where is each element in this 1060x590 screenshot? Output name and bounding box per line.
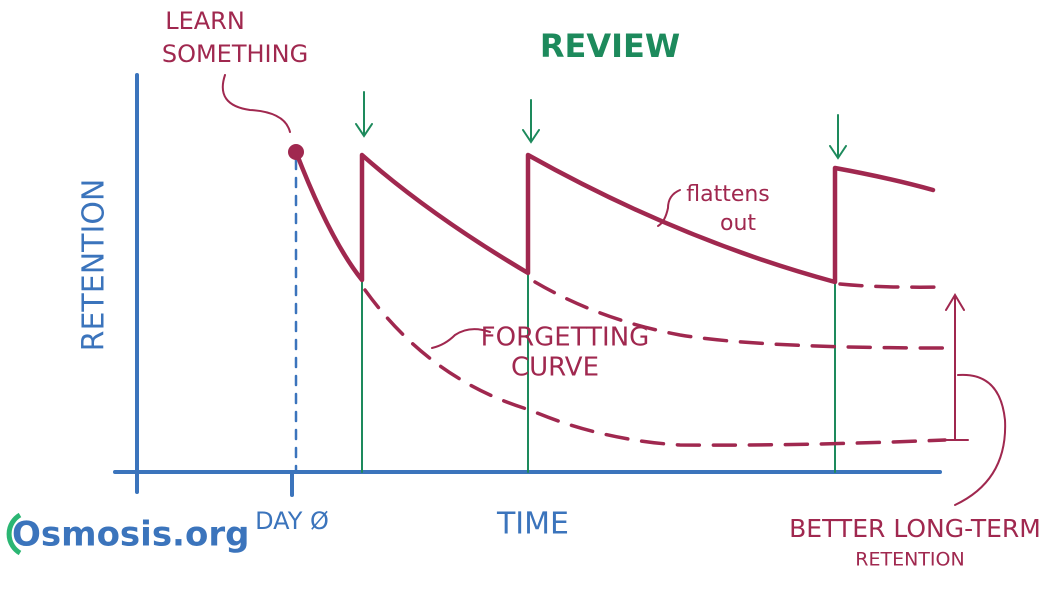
forgetting-label: FORGETTING	[481, 323, 650, 353]
learn-label: LEARN	[165, 7, 245, 35]
origin-label: DAY Ø	[255, 507, 329, 535]
learn-label: SOMETHING	[162, 40, 308, 68]
review-label: REVIEW	[540, 27, 680, 65]
flattens-label: out	[720, 211, 756, 236]
flattens-label: flattens	[686, 182, 770, 207]
pointers	[221, 74, 1007, 506]
forgetting-label: CURVE	[511, 353, 599, 383]
y-axis-label: RETENTION	[77, 179, 112, 352]
retention-curve	[293, 149, 936, 285]
logo: Osmosis.org	[12, 515, 249, 555]
forgetting-curves	[363, 280, 947, 447]
logo-ring	[6, 512, 22, 556]
x-axis-label: TIME	[496, 507, 569, 542]
learn-point	[288, 144, 304, 160]
better-label: BETTER LONG-TERM	[789, 514, 1041, 543]
review-markers	[355, 91, 847, 473]
better-label: RETENTION	[855, 549, 964, 571]
